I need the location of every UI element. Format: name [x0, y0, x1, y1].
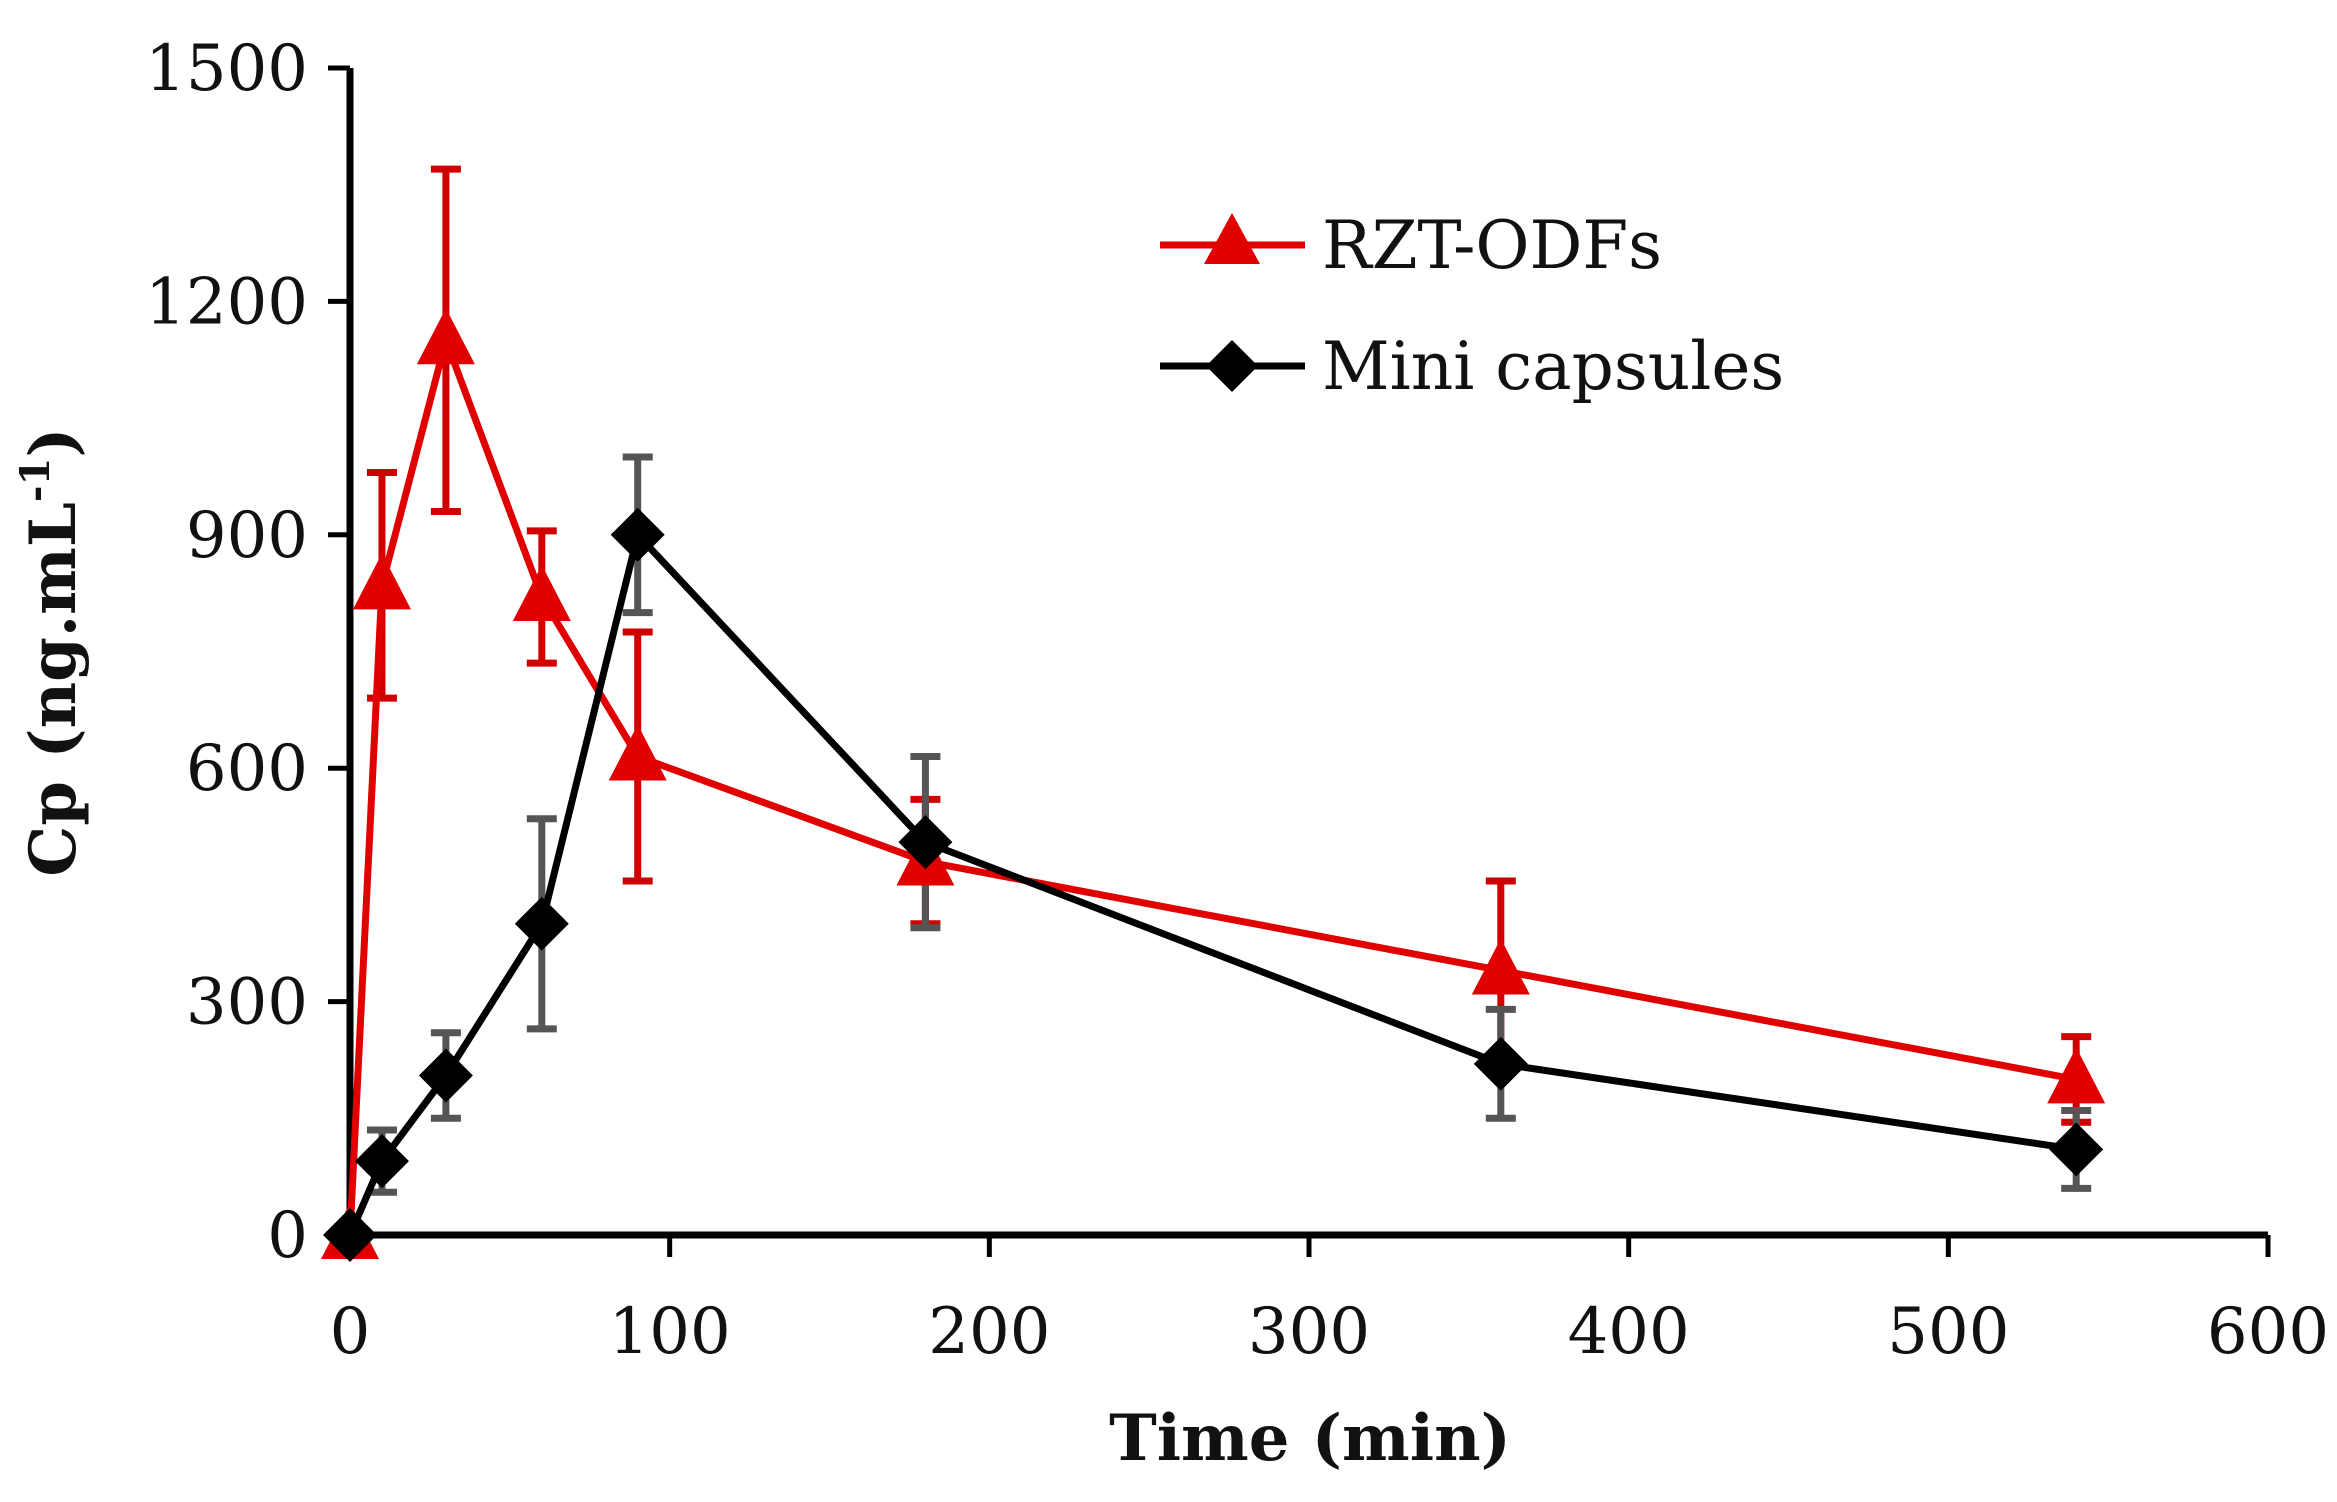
data-point-mini-capsules [1473, 1036, 1528, 1091]
legend-item-rzt-odfs: RZT-ODFs [1160, 207, 1662, 284]
x-tick-label: 400 [1568, 1295, 1690, 1369]
x-tick-label: 500 [1887, 1295, 2009, 1369]
y-axis-title-close: ) [16, 427, 91, 457]
data-point-rzt-odfs [608, 724, 667, 781]
series-rzt-odfs [346, 165, 2092, 1236]
y-ticks: 0 300 600 900 1200 1500 [145, 32, 350, 1273]
data-point-mini-capsules [323, 1208, 377, 1262]
errorbars-mini-capsules [366, 453, 2092, 1196]
y-axis-title-main: Cp (ng.mL [16, 502, 91, 877]
data-point-mini-capsules [354, 1134, 409, 1189]
errorbars-rzt-odfs [366, 165, 2092, 1126]
x-ticks: 0 100 200 300 400 500 600 [330, 1235, 2329, 1369]
data-point-mini-capsules [2049, 1122, 2104, 1177]
y-tick-label: 300 [186, 966, 308, 1040]
data-point-mini-capsules [418, 1048, 473, 1103]
series-line-mini-capsules [346, 531, 2077, 1237]
y-tick-label: 0 [267, 1199, 308, 1273]
x-tick-label: 600 [2207, 1295, 2329, 1369]
legend-marker-rzt-odfs [1204, 213, 1260, 264]
legend-item-mini-capsules: Mini capsules [1160, 328, 1784, 405]
x-tick-label: 200 [928, 1295, 1050, 1369]
series-mini-capsules [346, 453, 2092, 1237]
y-tick-label: 900 [186, 499, 308, 573]
markers-mini-capsules [323, 507, 2104, 1262]
legend-marker-mini-capsules [1206, 340, 1258, 392]
y-axis-title: Cp (ng.mL-1) [12, 427, 91, 876]
y-tick-label: 1200 [145, 265, 308, 339]
y-axis-title-superscript: -1 [12, 458, 59, 502]
legend-label-rzt-odfs: RZT-ODFs [1322, 207, 1662, 284]
x-tick-label: 100 [609, 1295, 731, 1369]
y-tick-label: 600 [186, 732, 308, 806]
legend-label-mini-capsules: Mini capsules [1322, 328, 1784, 405]
x-axis-title: Time (min) [1109, 1401, 1511, 1476]
data-point-rzt-odfs [2047, 1047, 2106, 1104]
x-tick-label: 0 [330, 1295, 371, 1369]
data-point-rzt-odfs [512, 565, 571, 622]
legend: RZT-ODFs Mini capsules [1160, 207, 1784, 405]
data-point-rzt-odfs [416, 308, 475, 365]
data-point-rzt-odfs [1471, 938, 1530, 995]
series-layer [321, 165, 2106, 1262]
data-point-mini-capsules [610, 507, 665, 562]
data-point-mini-capsules [898, 815, 953, 870]
data-point-mini-capsules [514, 896, 569, 951]
x-tick-label: 300 [1248, 1295, 1370, 1369]
series-line-rzt-odfs [346, 336, 2077, 1236]
y-tick-label: 1500 [145, 32, 308, 106]
data-point-rzt-odfs [352, 553, 411, 610]
